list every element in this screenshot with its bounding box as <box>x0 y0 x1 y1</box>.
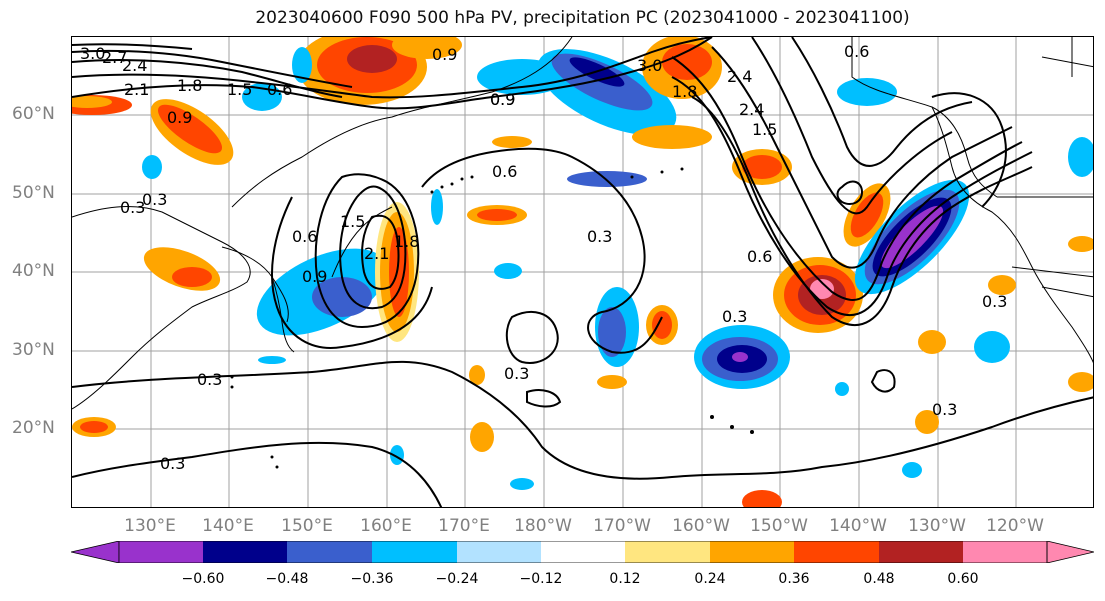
contour-label: 2.4 <box>727 67 752 86</box>
contour-label: 2.1 <box>124 80 149 99</box>
contour-label: 0.3 <box>982 292 1007 311</box>
lat-label: 50°N <box>12 183 55 203</box>
colorbar-tick: 0.24 <box>694 571 726 587</box>
contour-label: 1.5 <box>227 80 252 99</box>
colorbar-segment <box>287 541 372 563</box>
precip-shading <box>72 37 1093 507</box>
lat-label: 40°N <box>12 261 55 281</box>
pv-contours <box>72 37 1093 507</box>
colorbar-tick: −0.60 <box>181 571 225 587</box>
colorbar-segment <box>203 541 287 563</box>
contour-label: 0.3 <box>142 190 167 209</box>
lon-label: 120°W <box>986 516 1044 536</box>
lon-label: 160°W <box>672 516 730 536</box>
contour-label: 0.6 <box>267 80 292 99</box>
contour-label: 3.0 <box>637 56 662 75</box>
contour-label: 1.8 <box>394 232 419 251</box>
colorbar-tick: −0.36 <box>350 571 394 587</box>
colorbar-segment <box>71 541 120 563</box>
colorbar-tick: −0.24 <box>435 571 479 587</box>
contour-label: 1.8 <box>177 76 202 95</box>
lon-label: 140°E <box>202 516 254 536</box>
colorbar-segment <box>372 541 457 563</box>
contour-label: 0.3 <box>504 364 529 383</box>
contour-label: 0.3 <box>160 454 185 473</box>
colorbar-segment <box>710 541 794 563</box>
colorbar-tick: −0.48 <box>265 571 309 587</box>
contour-label: 0.3 <box>587 227 612 246</box>
coastlines <box>72 37 1093 410</box>
colorbar-segment <box>457 541 541 563</box>
colorbar-tick: −0.12 <box>519 571 563 587</box>
contour-label: 0.9 <box>490 90 515 109</box>
map-panel: 3.0 2.7 2.4 2.1 1.8 1.5 0.6 0.9 0.9 0.9 … <box>71 36 1094 508</box>
contour-label: 2.1 <box>364 244 389 263</box>
contour-label: 1.5 <box>752 120 777 139</box>
contour-label: 0.9 <box>167 108 192 127</box>
contour-label: 0.3 <box>932 400 957 419</box>
contour-label: 0.6 <box>492 162 517 181</box>
lon-label: 170°W <box>593 516 651 536</box>
colorbar-segment <box>1046 541 1094 563</box>
contour-label: 2.4 <box>122 56 147 75</box>
colorbar-segment <box>963 541 1047 563</box>
contour-label: 0.9 <box>432 45 457 64</box>
contour-label: 0.3 <box>120 198 145 217</box>
lat-label: 20°N <box>12 418 55 438</box>
contour-label: 2.7 <box>102 48 127 67</box>
contour-label: 1.5 <box>340 212 365 231</box>
colorbar-segment <box>119 541 203 563</box>
lat-label: 30°N <box>12 340 55 360</box>
lon-label: 130°E <box>124 516 176 536</box>
contour-label: 3.0 <box>80 44 105 63</box>
contour-label: 0.6 <box>747 247 772 266</box>
contour-label: 0.9 <box>302 267 327 286</box>
contour-label: 0.3 <box>197 370 222 389</box>
contour-label: 0.6 <box>292 227 317 246</box>
contour-label: 0.6 <box>844 42 869 61</box>
lon-label: 140°W <box>829 516 887 536</box>
contour-label: 1.8 <box>672 82 697 101</box>
lon-label: 150°W <box>750 516 808 536</box>
islands <box>230 167 754 469</box>
colorbar-segment <box>541 541 625 563</box>
map-canvas: 3.0 2.7 2.4 2.1 1.8 1.5 0.6 0.9 0.9 0.9 … <box>72 37 1093 507</box>
colorbar-segment <box>879 541 963 563</box>
colorbar <box>71 541 1094 563</box>
colorbar-tick: 0.36 <box>778 571 810 587</box>
lon-label: 160°E <box>360 516 412 536</box>
contour-label: 0.3 <box>722 307 747 326</box>
colorbar-tick: 0.48 <box>863 571 895 587</box>
colorbar-segment <box>625 541 710 563</box>
contour-label: 2.4 <box>739 100 764 119</box>
lon-label: 170°E <box>438 516 490 536</box>
lon-label: 130°W <box>908 516 966 536</box>
colorbar-tick: 0.12 <box>609 571 641 587</box>
map-title: 2023040600 F090 500 hPa PV, precipitatio… <box>255 8 910 28</box>
colorbar-segment <box>794 541 879 563</box>
contour-label: 0.9 <box>490 90 515 109</box>
contour-labels: 3.0 2.7 2.4 2.1 1.8 1.5 0.6 0.9 0.9 0.9 … <box>80 42 1007 473</box>
lat-label: 60°N <box>12 104 55 124</box>
lon-label: 150°E <box>281 516 333 536</box>
colorbar-tick: 0.60 <box>947 571 979 587</box>
lon-label: 180°W <box>514 516 572 536</box>
